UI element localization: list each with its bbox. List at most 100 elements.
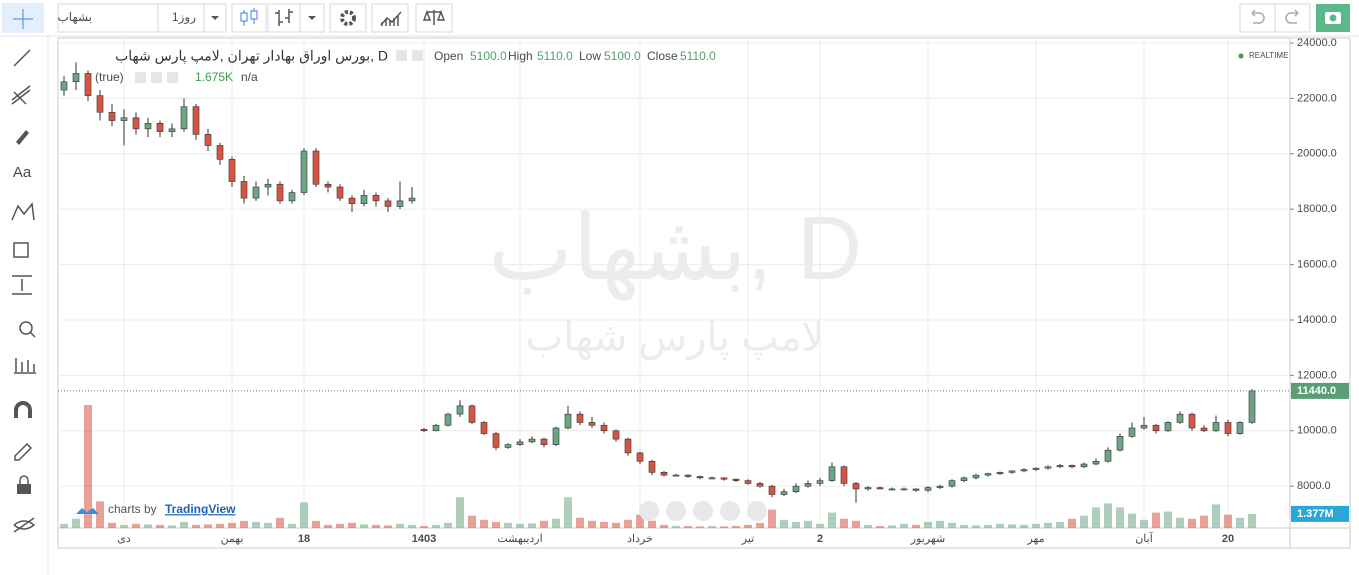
candle-body — [1200, 427, 1208, 432]
candle-body — [960, 477, 968, 481]
candle-body — [1104, 449, 1112, 462]
ruler-tool[interactable] — [14, 358, 36, 374]
candle-body — [156, 123, 164, 132]
candle-body — [876, 487, 884, 490]
lock-draw-tool[interactable] — [14, 442, 33, 461]
candle-body — [1248, 390, 1256, 423]
candle-body — [264, 183, 272, 188]
volume-bar — [312, 520, 320, 528]
trend-line-tool[interactable] — [13, 49, 31, 67]
scale-icon — [422, 9, 446, 25]
candle-body — [948, 480, 956, 487]
caret — [211, 16, 219, 20]
candle-body — [492, 433, 500, 448]
legend-button[interactable] — [412, 50, 423, 61]
compare-button[interactable] — [415, 3, 453, 33]
scroll-right[interactable] — [747, 501, 767, 521]
volume-bar — [300, 502, 308, 528]
undo-button[interactable] — [1239, 3, 1276, 33]
volume-bar — [384, 525, 392, 528]
interval-button[interactable] — [157, 3, 205, 33]
volume-bar — [780, 519, 788, 528]
candle-body — [888, 488, 896, 491]
indicators-button[interactable] — [371, 3, 409, 33]
bars-button[interactable] — [267, 3, 301, 33]
legend-button[interactable] — [167, 72, 178, 83]
lock-tool[interactable] — [17, 484, 31, 494]
volume-bar — [876, 525, 884, 528]
top-toolbar: بشهاب 1روز — [0, 0, 1359, 37]
volume-bar — [432, 524, 440, 528]
volume-bar — [960, 524, 968, 528]
volume-bar — [696, 526, 704, 528]
candle-body — [192, 106, 200, 135]
candle-body — [300, 150, 308, 193]
close-label: Close — [647, 49, 678, 63]
candle-body — [276, 183, 284, 202]
candle-body — [324, 183, 332, 188]
volume-bar — [900, 523, 908, 528]
volume-bar — [804, 520, 812, 528]
volume-label: 1.377M — [1297, 508, 1334, 520]
bars-icon — [275, 9, 293, 26]
reset[interactable] — [693, 501, 713, 521]
x-tick-label: خرداد — [627, 533, 653, 545]
candle-body — [780, 491, 788, 495]
symbol-input[interactable] — [57, 3, 159, 33]
x-tick-label: 2 — [817, 533, 823, 545]
y-tick-label: 8000.0 — [1297, 480, 1331, 492]
volume-bar — [108, 522, 116, 528]
open-value: 5100.0 — [470, 49, 507, 63]
zoom-in[interactable] — [720, 501, 740, 521]
volume-bar — [1104, 503, 1112, 528]
scroll-left[interactable] — [639, 501, 659, 521]
y-tick-label: 24000.0 — [1297, 37, 1337, 49]
volume-bar — [1164, 511, 1172, 528]
branding: charts by TradingView — [76, 502, 236, 516]
volume-bar — [252, 521, 260, 528]
legend-button[interactable] — [396, 50, 407, 61]
candle-body — [228, 159, 236, 182]
shape-tool[interactable] — [13, 242, 29, 258]
volume-bar — [348, 522, 356, 528]
candle-body — [1056, 465, 1064, 468]
fib-tool[interactable] — [11, 85, 31, 105]
crosshair-icon — [13, 9, 33, 29]
candle-body — [84, 73, 92, 96]
volume-bar — [1224, 514, 1232, 528]
volume-bar — [924, 521, 932, 528]
candles-button[interactable] — [231, 3, 267, 33]
volume-bar — [888, 525, 896, 528]
branding-name[interactable]: TradingView — [165, 502, 236, 516]
redo-button[interactable] — [1274, 3, 1311, 33]
volume-bar — [1092, 507, 1100, 528]
text-tool[interactable]: Aa — [13, 164, 32, 181]
candle-body — [600, 424, 608, 432]
volume-bar — [456, 497, 464, 528]
zoom-tool[interactable] — [19, 321, 33, 335]
settings-button[interactable] — [329, 3, 367, 33]
redo-icon — [1285, 9, 1299, 24]
tv-logo — [76, 508, 99, 514]
candle-body — [924, 487, 932, 491]
x-tick-label: 20 — [1222, 533, 1234, 545]
y-tick-label: 14000.0 — [1297, 314, 1337, 326]
candle-body — [768, 485, 776, 495]
magnet-tool[interactable] — [14, 401, 32, 418]
legend-button[interactable] — [135, 72, 146, 83]
volume-bar — [768, 509, 776, 528]
close-value: 5110.0 — [680, 49, 716, 63]
zoom-out[interactable] — [666, 501, 686, 521]
measure-tool[interactable] — [12, 275, 32, 295]
volume-bar — [636, 514, 644, 528]
legend-button[interactable] — [151, 72, 162, 83]
hide-tool[interactable] — [13, 517, 36, 533]
volume-bar — [1248, 513, 1256, 528]
volume-bar — [1212, 504, 1220, 528]
pattern-tool[interactable] — [11, 202, 35, 221]
candle-body — [1020, 469, 1028, 472]
brush-tool[interactable] — [16, 130, 29, 145]
candle-body — [804, 483, 812, 487]
volume-bar — [492, 521, 500, 528]
